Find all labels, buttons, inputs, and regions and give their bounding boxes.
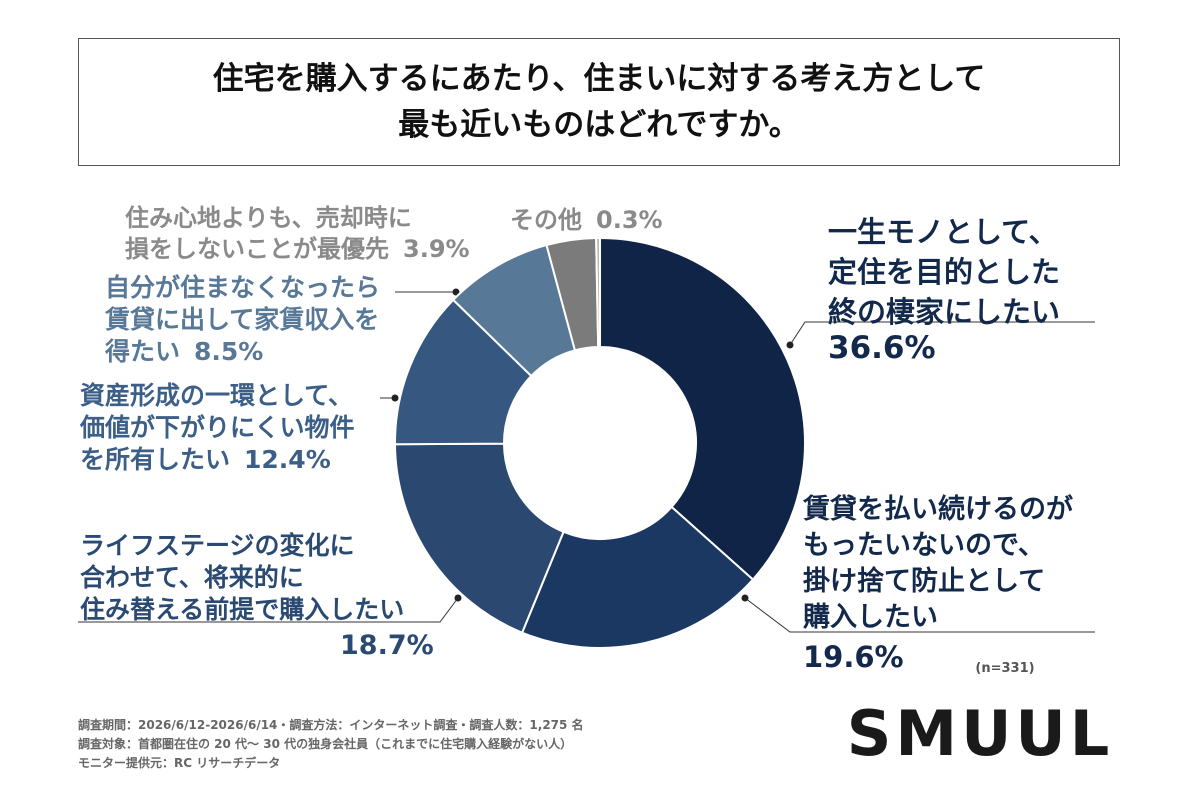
slice-label: その他 0.3% — [510, 205, 663, 236]
leader-dot — [391, 394, 399, 402]
leader-dot — [741, 594, 749, 602]
value-label: 3.9% — [403, 235, 470, 263]
value-label: 19.6% — [803, 640, 904, 674]
donut-slice — [393, 442, 565, 634]
footnote: 調査対象：首都圏在住の 20 代〜 30 代の独身会社員（これまでに住宅購入経験… — [78, 735, 572, 752]
title-box: 住宅を購入するにあたり、住まいに対する考え方として 最も近いものはどれですか。 — [78, 38, 1120, 166]
footnote-text: 調査対象：首都圏在住の 20 代〜 30 代の独身会社員（これまでに住宅購入経験… — [78, 737, 573, 751]
category-label: 住み心地よりも、売却時に 損をしないことが最優先 — [125, 204, 412, 263]
leader-dot — [454, 594, 462, 602]
category-label: 資産形成の一環として、 価値が下がりにくい物件 を所有したい — [80, 381, 355, 474]
category-label: その他 — [510, 206, 582, 234]
category-label: 賃貸を払い続けるのが もったいないので、 掛け捨て防止として 購入したい — [803, 494, 1073, 633]
value-label: 0.3% — [596, 206, 663, 234]
chart-title: 住宅を購入するにあたり、住まいに対する考え方として 最も近いものはどれですか。 — [212, 61, 986, 143]
category-label: 一生モノとして、 定住を目的とした 終の棲家にしたい — [828, 215, 1061, 329]
leader-line — [744, 597, 1095, 633]
footnote-text: モニター提供元：RC リサーチデータ — [78, 756, 281, 770]
value-label: 36.6% — [828, 330, 936, 366]
leader-dot — [786, 341, 794, 349]
leader-line — [789, 321, 1095, 346]
donut-slice — [599, 236, 806, 581]
slice-label: 資産形成の一環として、 価値が下がりにくい物件 を所有したい 12.4% — [80, 380, 355, 476]
slice-label: 自分が住まなくなったら 賃貸に出して家賃収入を 得たい 8.5% — [105, 272, 380, 368]
donut-slice — [595, 236, 601, 349]
leader-line — [78, 597, 459, 623]
category-label: ライフステージの変化に 合わせて、将来的に 住み替える前提で購入したい — [80, 531, 405, 624]
slice-label: 住み心地よりも、売却時に 損をしないことが最優先 3.9% — [125, 203, 470, 265]
donut — [393, 236, 806, 649]
donut-slice — [520, 505, 755, 649]
leader-dot — [452, 288, 460, 296]
value-label: 18.7% — [340, 630, 434, 661]
slice-label: ライフステージの変化に 合わせて、将来的に 住み替える前提で購入したい — [80, 530, 404, 626]
footnote-text: 調査期間：2026/6/12-2026/6/14・調査方法：インターネット調査・… — [78, 718, 584, 732]
sample-size: (n=331) — [975, 661, 1034, 676]
footnote: モニター提供元：RC リサーチデータ — [78, 754, 280, 771]
logo: SMUUL — [847, 697, 1114, 770]
slice-label: 賃貸を払い続けるのが もったいないので、 掛け捨て防止として 購入したい — [803, 492, 1073, 636]
value-label: 8.5% — [194, 337, 264, 366]
category-label: 自分が住まなくなったら 賃貸に出して家賃収入を 得たい — [105, 273, 381, 366]
value-label: 12.4% — [244, 445, 331, 474]
slice-label: 一生モノとして、 定住を目的とした 終の棲家にしたい — [828, 212, 1060, 332]
footnote: 調査期間：2026/6/12-2026/6/14・調査方法：インターネット調査・… — [78, 716, 584, 733]
